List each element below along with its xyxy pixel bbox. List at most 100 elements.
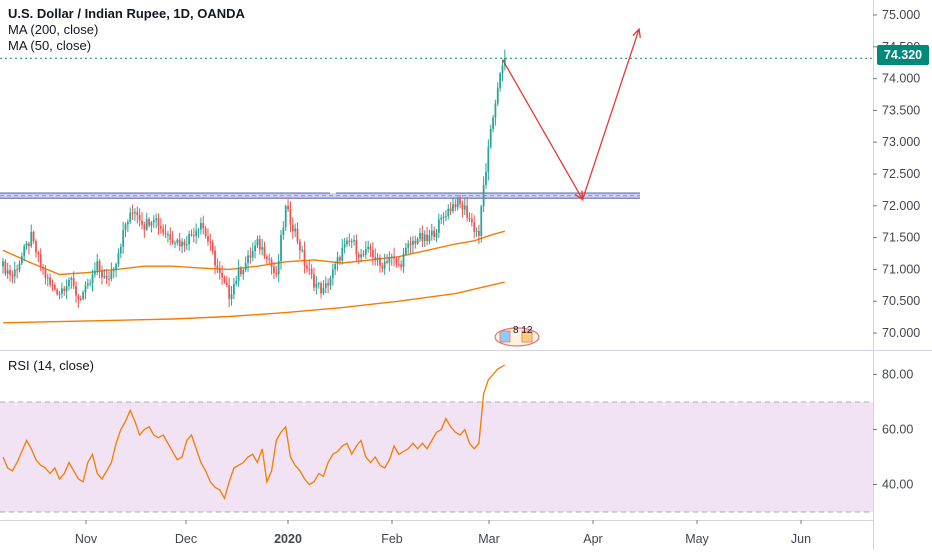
candle-body	[308, 268, 311, 270]
candle-body	[287, 205, 289, 210]
candle-body	[228, 285, 231, 299]
candle-body	[298, 241, 301, 251]
candle-body	[164, 233, 167, 235]
candle-body	[131, 212, 134, 214]
rsi-tick-label: 60.00	[882, 423, 913, 437]
candle-body	[381, 265, 384, 269]
candle-body	[317, 283, 320, 285]
candle-body	[145, 218, 148, 230]
candle-body	[13, 269, 16, 277]
candle-body	[93, 270, 96, 275]
price-tick-label: 72.000	[882, 199, 920, 213]
candle-body	[254, 245, 256, 252]
price-tick-label: 74.000	[882, 72, 920, 86]
candle-body	[89, 283, 92, 285]
candle-body	[136, 212, 139, 216]
candle-body	[435, 232, 438, 237]
candle-body	[174, 242, 176, 244]
candle-body	[152, 220, 155, 223]
candle-body	[9, 270, 11, 275]
price-tick-label: 72.500	[882, 167, 920, 181]
candle-body	[329, 278, 332, 286]
candle-body	[162, 228, 165, 234]
candle-body	[101, 270, 103, 278]
candle-body	[124, 224, 127, 231]
candle-body	[11, 274, 14, 277]
candle-body	[242, 270, 245, 275]
candle-body	[263, 247, 266, 257]
candle-body	[249, 255, 252, 258]
candle-body	[449, 208, 452, 212]
candle-body	[117, 253, 120, 265]
candle-body	[310, 268, 313, 275]
candle-body	[331, 269, 334, 279]
time-tick-label: May	[685, 532, 709, 546]
candle-body	[289, 209, 292, 225]
candle-body	[46, 277, 49, 279]
candle-body	[204, 228, 207, 237]
candle-body	[96, 261, 99, 271]
candle-body	[37, 252, 40, 255]
candle-body	[195, 230, 198, 236]
candle-body	[485, 171, 487, 186]
candle-body	[221, 273, 224, 278]
candle-body	[192, 235, 195, 237]
candle-body	[58, 293, 61, 295]
candle-body	[150, 222, 153, 226]
candle-body	[20, 256, 23, 264]
candle-body	[244, 263, 247, 271]
projection-arrowhead-down	[574, 190, 584, 201]
candle-body	[53, 285, 56, 290]
candle-body	[148, 218, 150, 226]
candle-body	[423, 234, 426, 241]
last-price-tag: 74.320	[877, 45, 929, 65]
time-tick-label: Dec	[175, 532, 197, 546]
candle-body	[388, 257, 391, 263]
candle-body	[28, 243, 30, 247]
candle-body	[126, 221, 129, 225]
candle-body	[115, 264, 117, 270]
candle-body	[112, 269, 115, 271]
candle-body	[437, 219, 440, 233]
candle-body	[440, 217, 443, 220]
candle-body	[445, 216, 447, 218]
candle-body	[315, 283, 318, 288]
candle-body	[176, 239, 179, 243]
candle-body	[18, 263, 21, 271]
candle-body	[237, 267, 240, 281]
candle-body	[51, 284, 54, 286]
candle-body	[84, 285, 87, 293]
candle-body	[322, 288, 325, 294]
candle-body	[23, 246, 26, 257]
candle-body	[202, 223, 205, 229]
event-marker-icon[interactable]: 8 12	[494, 325, 540, 347]
candle-body	[487, 147, 490, 172]
candle-body	[343, 244, 346, 248]
candle-body	[265, 256, 268, 259]
candle-body	[247, 255, 249, 264]
price-tick-label: 70.500	[882, 294, 920, 308]
candle-body	[320, 283, 322, 294]
candle-body	[371, 250, 374, 258]
candle-body	[190, 234, 193, 236]
candle-body	[475, 230, 478, 232]
candle-body	[470, 218, 473, 223]
candle-body	[32, 231, 35, 242]
in-flag-icon	[521, 330, 533, 343]
candle-body	[374, 257, 377, 261]
corner-settings-box[interactable]	[874, 530, 932, 550]
candle-body	[129, 212, 132, 222]
candle-body	[275, 272, 278, 275]
candle-body	[341, 247, 344, 261]
candle-body	[407, 243, 410, 248]
candle-body	[119, 246, 122, 254]
candle-body	[63, 288, 66, 292]
candle-body	[447, 208, 450, 217]
candle-body	[428, 235, 431, 242]
candle-body	[225, 282, 228, 286]
candle-body	[138, 215, 141, 221]
candle-body	[72, 278, 75, 286]
candle-body	[49, 277, 52, 285]
candle-body	[157, 218, 160, 227]
